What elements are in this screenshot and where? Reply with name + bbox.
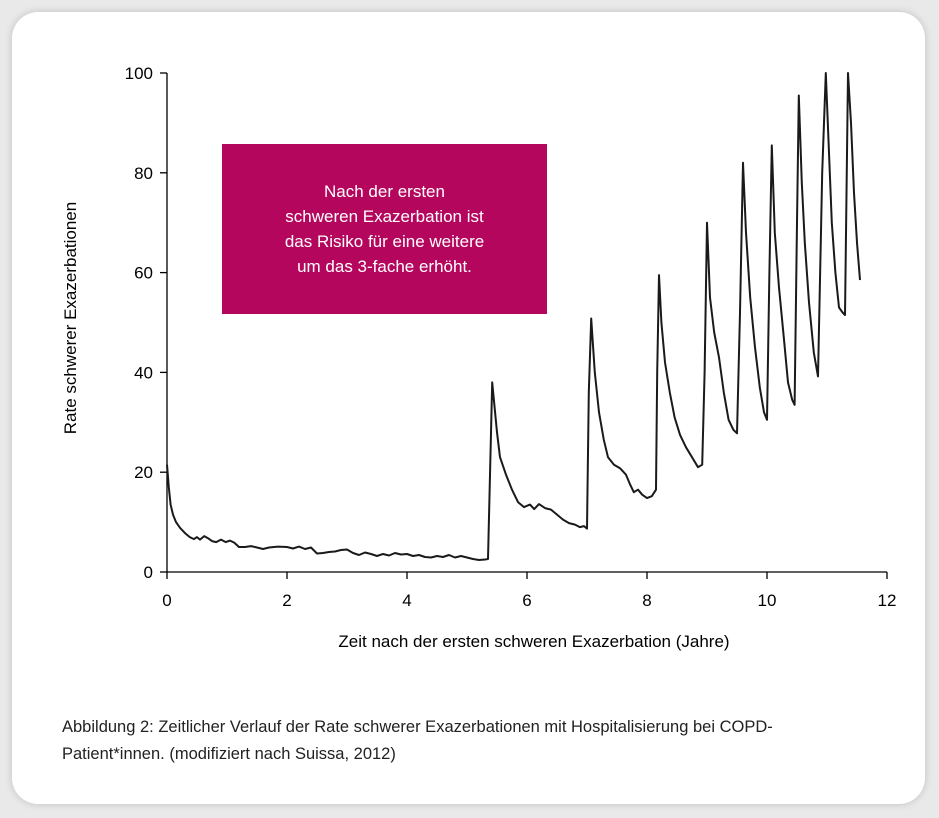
x-tick-label: 4 — [402, 591, 411, 610]
y-tick-label: 60 — [134, 264, 153, 283]
y-tick-label: 40 — [134, 363, 153, 382]
x-axis-title: Zeit nach der ersten schweren Exazerbati… — [338, 632, 729, 651]
x-tick-label: 10 — [758, 591, 777, 610]
x-tick-label: 6 — [522, 591, 531, 610]
x-tick-label: 2 — [282, 591, 291, 610]
y-tick-label: 20 — [134, 463, 153, 482]
series-line — [166, 72, 861, 561]
x-tick-label: 12 — [878, 591, 897, 610]
x-tick-label: 0 — [162, 591, 171, 610]
y-axis-title: Rate schwerer Exazerbationen — [61, 202, 80, 434]
figure-caption: Abbildung 2: Zeitlicher Verlauf der Rate… — [62, 718, 773, 763]
chart-ticks: 0 2 4 6 8 10 12 0 20 40 60 80 100 — [125, 64, 897, 610]
y-tick-label: 0 — [144, 563, 153, 582]
x-tick-label: 8 — [642, 591, 651, 610]
y-tick-label: 80 — [134, 164, 153, 183]
annotation-box: Nach der ersten schweren Exazerbation is… — [222, 144, 547, 314]
y-tick-label: 100 — [125, 64, 153, 83]
